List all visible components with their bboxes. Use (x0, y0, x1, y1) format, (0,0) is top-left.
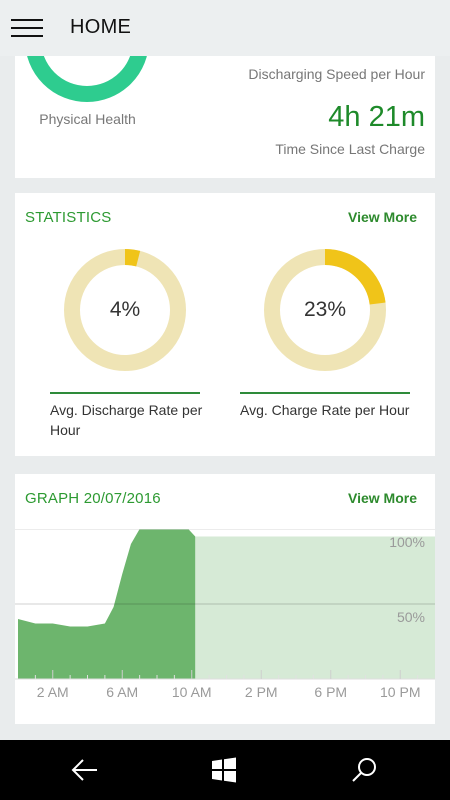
x-tick-label: 6 AM (106, 684, 138, 700)
discharging-speed-label: Discharging Speed per Hour (248, 66, 425, 82)
x-tick-label: 10 AM (172, 684, 212, 700)
app-header: HOME (0, 0, 450, 56)
x-tick-label: 6 PM (314, 684, 347, 700)
search-icon[interactable] (350, 756, 378, 784)
charge-rate-donut: 23% (261, 246, 389, 374)
charge-rate-value: 23% (303, 298, 347, 321)
charge-underline (240, 392, 410, 394)
battery-area (18, 529, 196, 679)
x-tick-label: 2 PM (245, 684, 278, 700)
time-since-charge-label: Time Since Last Charge (275, 141, 425, 157)
statistics-card: STATISTICS View More 4% Avg. Discharge R… (15, 193, 435, 456)
statistics-view-more-link[interactable]: View More (348, 209, 417, 225)
hamburger-menu-icon[interactable] (11, 17, 43, 39)
y-tick-label: 100% (389, 534, 425, 550)
physical-health-label: Physical Health (39, 111, 136, 127)
graph-title: GRAPH 20/07/2016 (25, 490, 161, 507)
battery-graph: 100% 50% 2 AM 6 AM 10 AM 2 PM 6 PM 10 PM (15, 529, 435, 700)
windows-icon[interactable] (211, 757, 237, 783)
system-nav-bar (0, 740, 450, 800)
x-tick-label: 10 PM (380, 684, 420, 700)
discharge-rate-label: Avg. Discharge Rate per Hour (50, 402, 203, 438)
discharge-donut-svg (64, 249, 186, 371)
graph-card: GRAPH 20/07/2016 View More 100% 50% 2 AM 6 … (15, 474, 435, 724)
discharge-rate-value: 4% (109, 298, 141, 321)
page-title: HOME (70, 16, 132, 38)
charge-rate-label: Avg. Charge Rate per Hour (240, 402, 410, 418)
discharge-underline (50, 392, 200, 394)
statistics-title: STATISTICS (25, 209, 112, 226)
charge-donut-svg (264, 249, 386, 371)
graph-view-more-link[interactable]: View More (348, 490, 417, 506)
discharge-rate-donut: 4% (61, 246, 189, 374)
back-icon[interactable] (70, 757, 100, 783)
time-since-charge-value: 4h 21m (328, 101, 425, 133)
projection-area (195, 536, 435, 679)
y-tick-label: 50% (397, 609, 425, 625)
x-tick-label: 2 AM (37, 684, 69, 700)
